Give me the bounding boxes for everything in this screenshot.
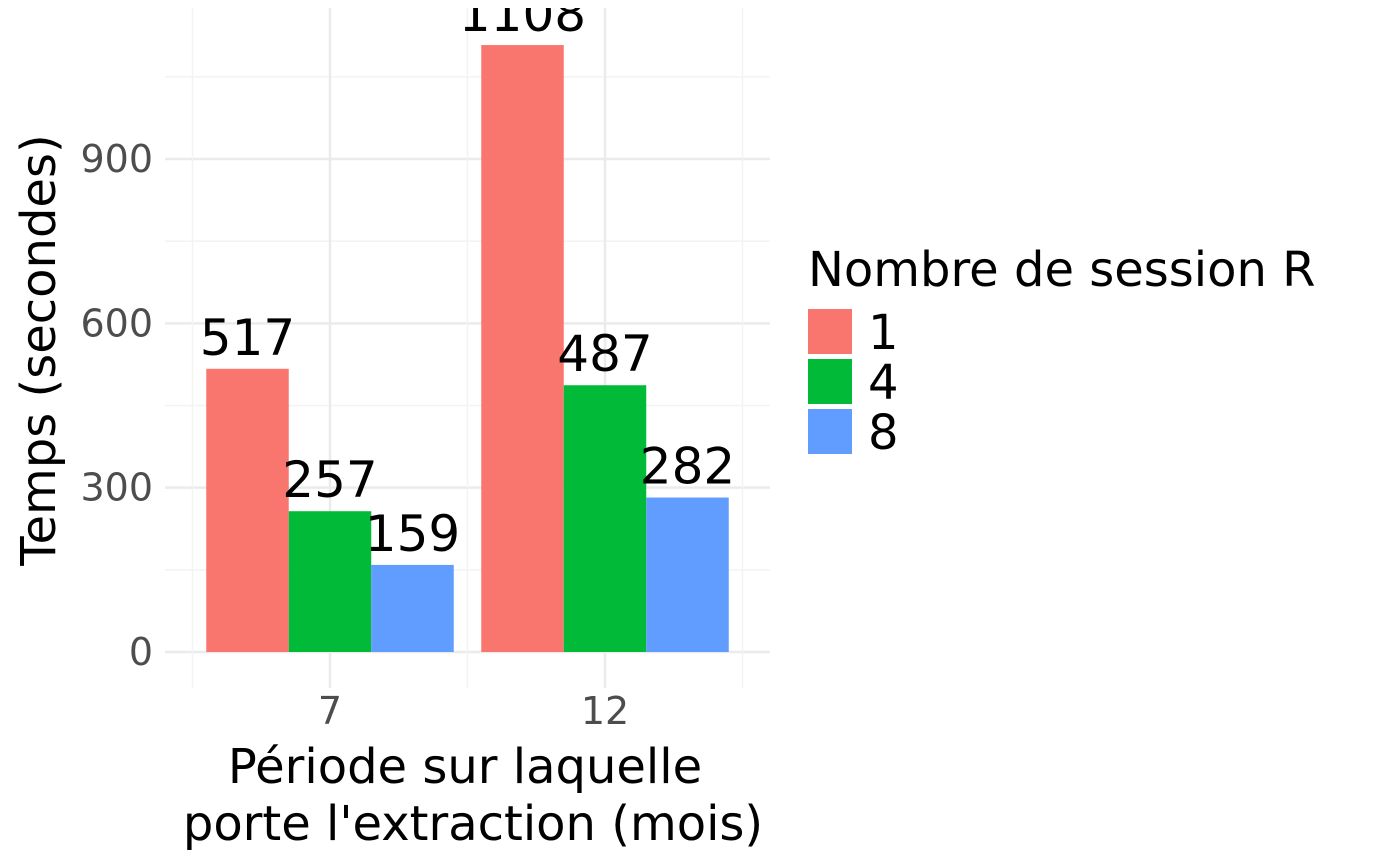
bars <box>206 45 729 653</box>
legend-key-4 <box>808 359 852 404</box>
legend-key-1 <box>808 309 852 354</box>
x-tick-label: 7 <box>318 689 342 733</box>
y-tick-label: 300 <box>80 466 153 510</box>
data-label-7-series-1: 517 <box>200 309 295 367</box>
bar-12-series-4 <box>563 385 647 652</box>
bar-7-series-1 <box>206 368 289 652</box>
legend-key-8 <box>808 409 852 454</box>
x-axis-title-line-2: porte l'extraction (mois) <box>183 796 763 852</box>
data-label-12-series-4: 487 <box>557 325 652 383</box>
y-tick-label: 900 <box>80 137 153 181</box>
data-label-7-series-8: 159 <box>365 505 460 563</box>
y-tick-label: 600 <box>80 301 153 345</box>
data-labels: 517 1108 257 487 159 282 <box>200 0 735 563</box>
data-label-12-series-8: 282 <box>640 438 735 496</box>
legend-title: Nombre de session R <box>808 242 1316 298</box>
y-tick-label: 0 <box>129 630 153 674</box>
x-tick-label: 12 <box>581 689 629 733</box>
x-axis-title-line-1: Période sur laquelle <box>228 739 702 795</box>
legend-label-1: 1 <box>868 305 899 361</box>
legend-label-4: 4 <box>868 355 899 411</box>
data-label-12-series-1: 1108 <box>459 0 586 43</box>
legend-label-8: 8 <box>868 405 899 461</box>
legend: Nombre de session R 148 <box>808 242 1316 461</box>
bar-7-series-4 <box>288 511 372 652</box>
bar-7-series-8 <box>371 564 454 652</box>
data-label-7-series-4: 257 <box>282 451 377 509</box>
bar-12-series-8 <box>646 497 729 652</box>
bar-12-series-1 <box>481 45 564 653</box>
axes: 0 300 600 900 7 12 <box>80 137 629 733</box>
y-axis-title: Temps (secondes) <box>11 134 67 566</box>
